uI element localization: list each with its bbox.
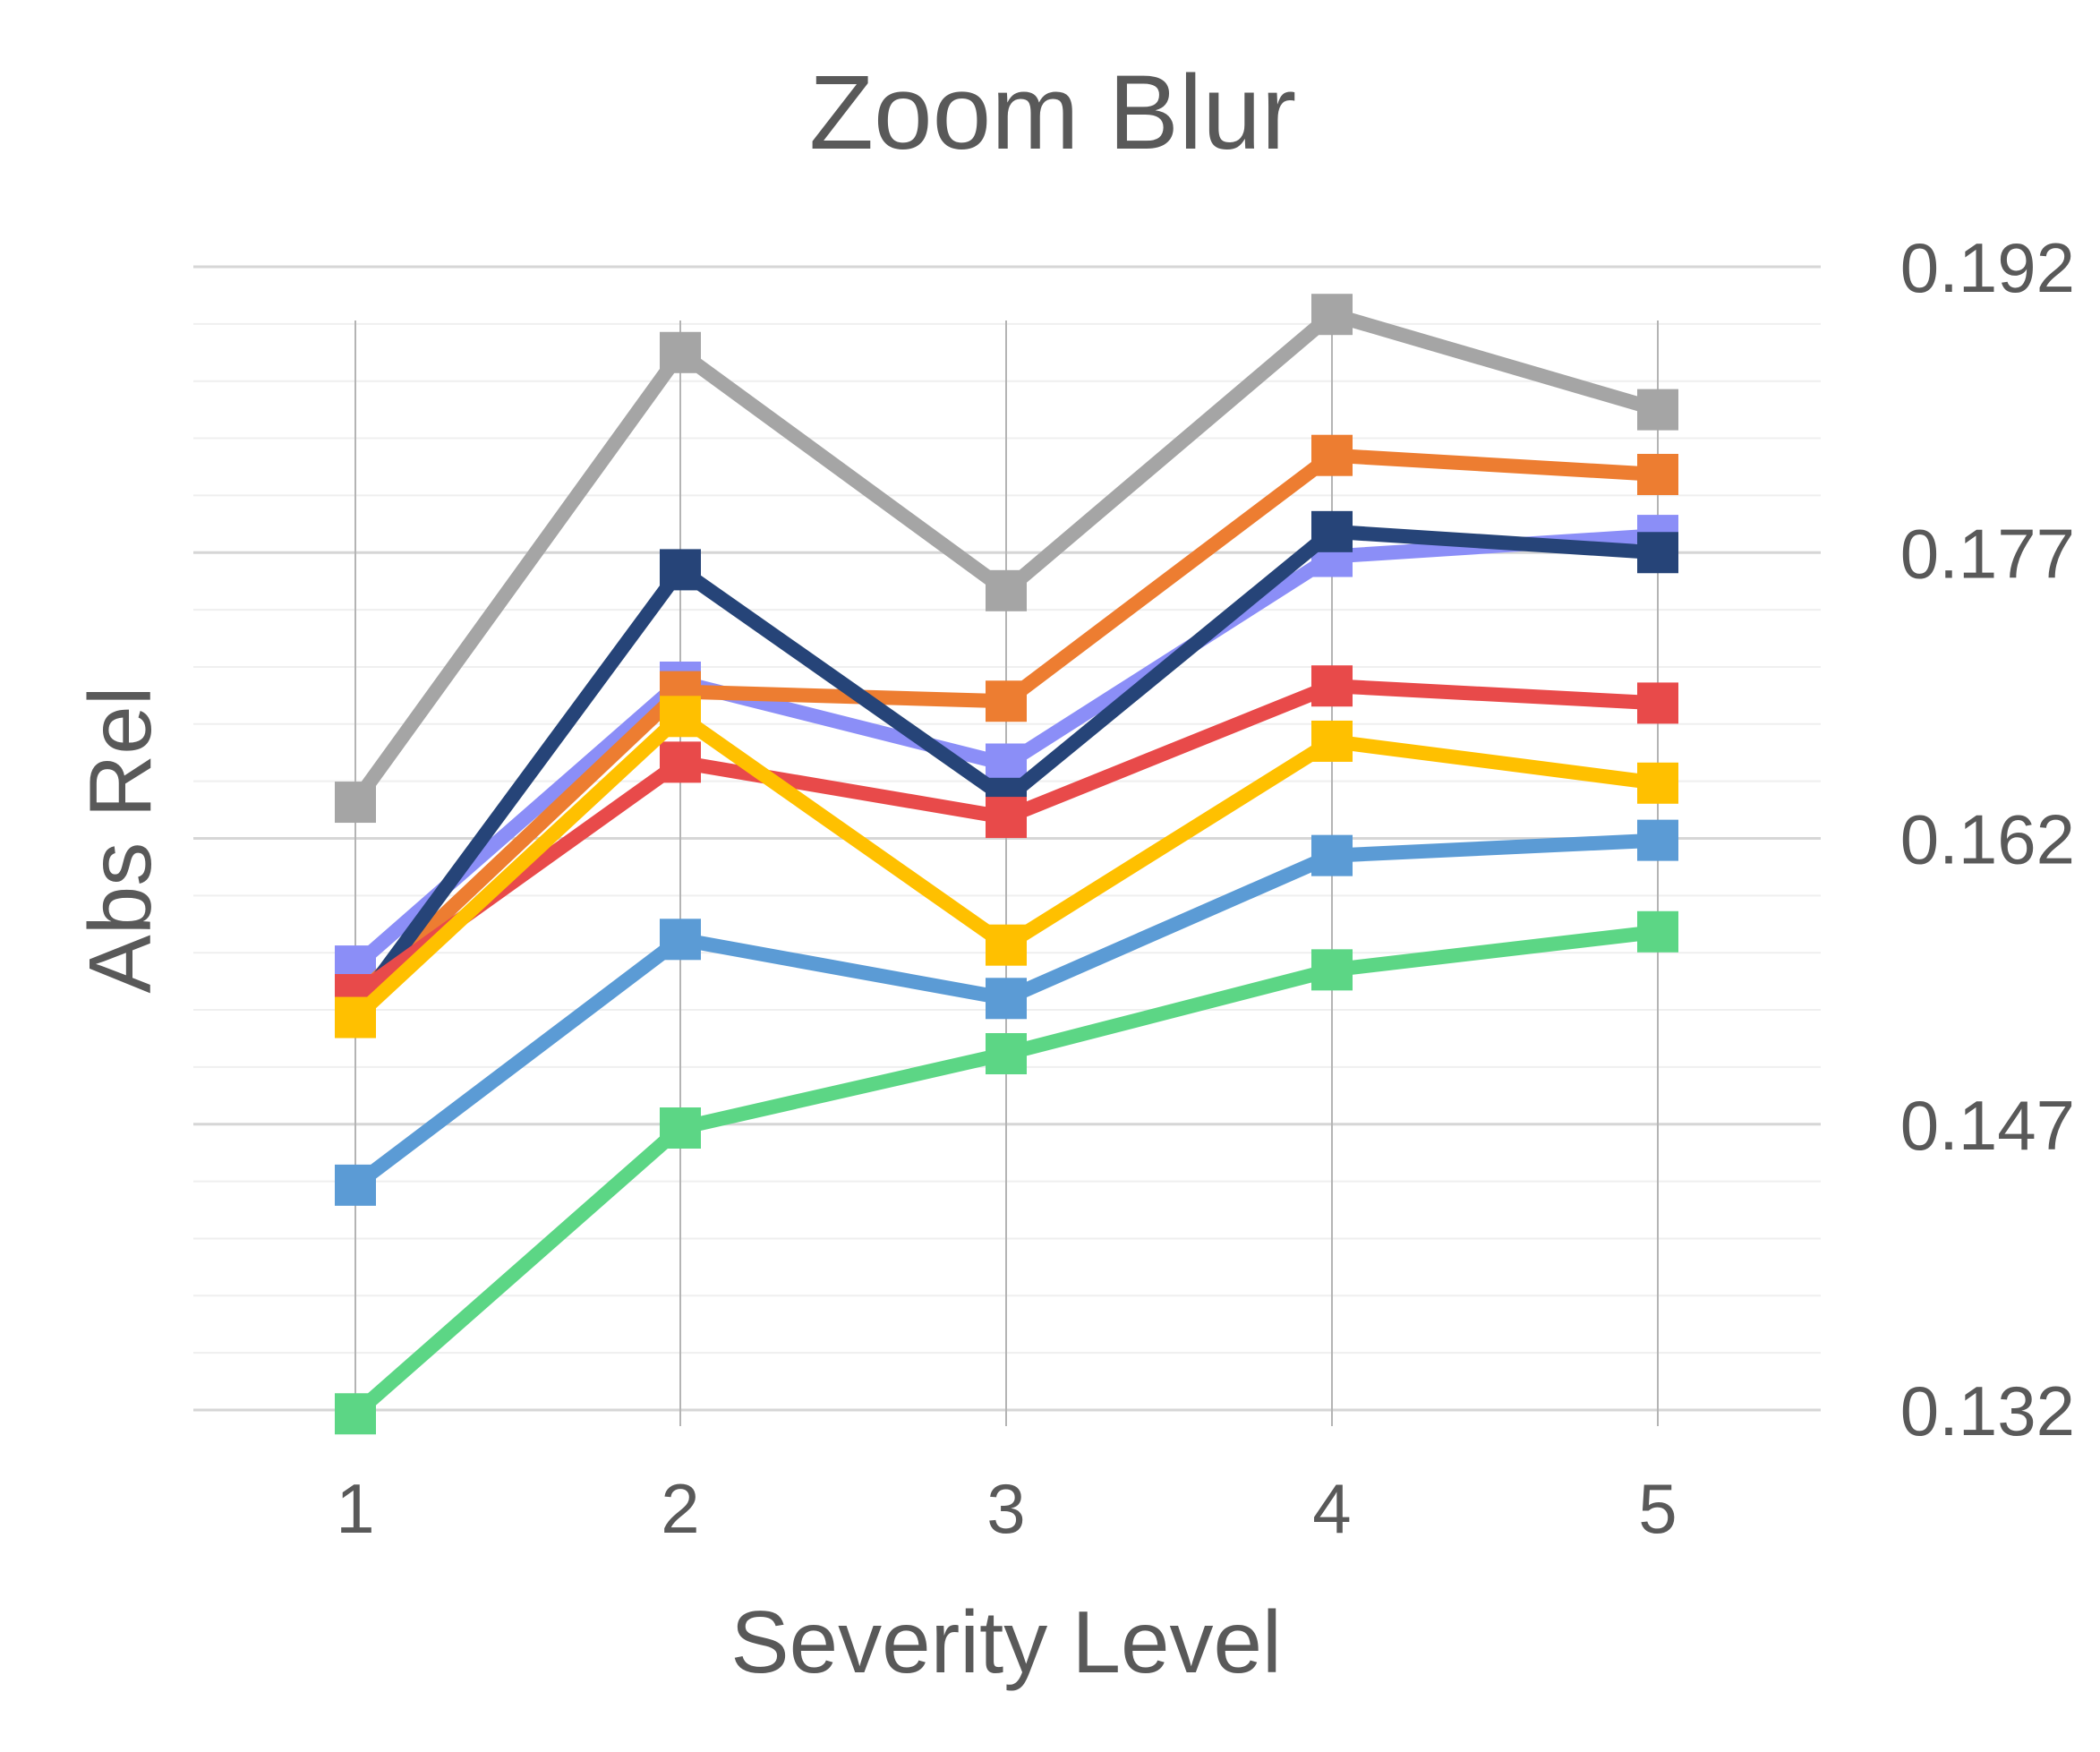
data-point: [660, 331, 701, 373]
data-point: [1311, 834, 1353, 876]
data-point: [335, 1393, 376, 1435]
y-tick-label: 0.192: [1900, 228, 2075, 307]
x-tick-label: 1: [336, 1469, 374, 1548]
chart-title: Zoom Blur: [809, 54, 1296, 172]
y-tick-label: 0.162: [1900, 800, 2075, 879]
data-point: [1637, 819, 1678, 861]
data-point: [660, 919, 701, 961]
data-point: [1311, 434, 1353, 476]
data-point: [335, 996, 376, 1038]
series-8: [335, 910, 1678, 1435]
data-point: [1637, 453, 1678, 495]
data-point: [660, 549, 701, 591]
series-6: [335, 696, 1678, 1038]
data-point: [335, 782, 376, 824]
x-tick-label: 2: [661, 1469, 699, 1548]
x-tick-label: 3: [986, 1469, 1025, 1548]
data-point: [1311, 510, 1353, 552]
data-point: [986, 680, 1027, 722]
plot-area: [335, 294, 1678, 1435]
data-point: [1637, 532, 1678, 574]
grid: [193, 265, 1821, 1426]
y-axis-ticks: 0.192 0.177 0.162 0.147 0.132: [1900, 228, 2075, 1450]
x-tick-label: 4: [1312, 1469, 1351, 1548]
data-point: [1311, 949, 1353, 991]
data-point: [1637, 682, 1678, 724]
data-point: [986, 569, 1027, 611]
y-tick-label: 0.177: [1900, 514, 2075, 593]
series-5: [335, 665, 1678, 1016]
data-point: [335, 1164, 376, 1206]
data-point: [1637, 389, 1678, 431]
data-point: [986, 978, 1027, 1020]
data-point: [1311, 665, 1353, 707]
data-point: [1311, 294, 1353, 336]
x-axis-ticks: 1 2 3 4 5: [336, 1469, 1677, 1548]
y-axis-label: Abs Rel: [71, 686, 169, 993]
data-point: [660, 696, 701, 738]
data-point: [660, 741, 701, 783]
y-tick-label: 0.147: [1900, 1086, 2075, 1165]
data-point: [986, 924, 1027, 966]
data-point: [1637, 910, 1678, 953]
series-1: [335, 294, 1678, 824]
data-point: [1637, 762, 1678, 804]
y-tick-label: 0.132: [1900, 1372, 2075, 1450]
data-point: [660, 1107, 701, 1149]
series-7: [335, 819, 1678, 1206]
x-axis-label: Severity Level: [730, 1593, 1282, 1691]
data-point: [986, 797, 1027, 839]
data-point: [1311, 720, 1353, 762]
data-point: [986, 1033, 1027, 1075]
x-tick-label: 5: [1638, 1469, 1677, 1548]
